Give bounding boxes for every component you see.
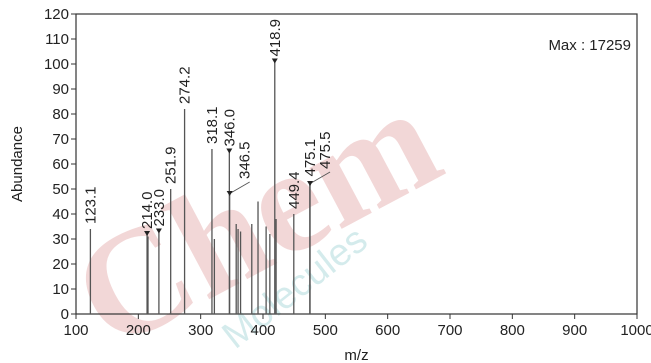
peak-marker [271,58,278,64]
y-tick-label: 50 [52,181,69,198]
peak-label-leader [230,181,250,194]
peak-marker [226,191,233,196]
peak-label: 418.9 [267,19,284,57]
peak-label: 475.5 [317,131,334,169]
max-annotation: Max : 17259 [548,37,631,54]
x-tick-label: 900 [562,322,587,339]
x-tick-label: 800 [500,322,525,339]
x-axis-label: m/z [344,347,368,363]
x-tick-label: 400 [250,322,275,339]
y-tick-label: 90 [52,81,69,98]
y-tick-label: 10 [52,281,69,298]
peak-label: 251.9 [163,146,180,184]
x-tick-label: 600 [375,322,400,339]
peak-label: 449.4 [286,171,303,209]
peak-marker [144,231,151,236]
peak-label-leader [310,171,331,184]
peak-label: 233.0 [151,189,168,227]
y-tick-label: 40 [52,206,69,223]
y-tick-label: 70 [52,131,69,148]
y-tick-label: 20 [52,256,69,273]
y-axis-label: Abundance [9,126,26,202]
y-tick-label: 30 [52,231,69,248]
peak-label: 123.1 [82,186,99,224]
peak-marker [307,181,314,186]
peak-marker [226,148,233,154]
y-tick-label: 100 [44,56,69,73]
x-tick-label: 700 [437,322,462,339]
x-tick-label: 500 [313,322,338,339]
peak-label: 214.0 [139,191,156,229]
y-tick-label: 80 [52,106,69,123]
y-tick-label: 110 [45,31,69,48]
x-tick-label: 1000 [620,322,651,339]
y-tick-label: 60 [52,156,69,173]
peak-label: 346.5 [237,141,254,179]
peak-label: 274.2 [177,66,194,104]
peak-label: 318.1 [204,106,221,144]
y-tick-label: 120 [44,6,69,23]
y-tick-label: 0 [61,306,69,323]
x-tick-label: 100 [63,322,88,339]
peak-marker [155,228,162,234]
peak-label: 346.0 [221,109,238,147]
x-tick-label: 300 [188,322,213,339]
peak-label: 475.1 [302,139,319,177]
x-tick-label: 200 [126,322,151,339]
